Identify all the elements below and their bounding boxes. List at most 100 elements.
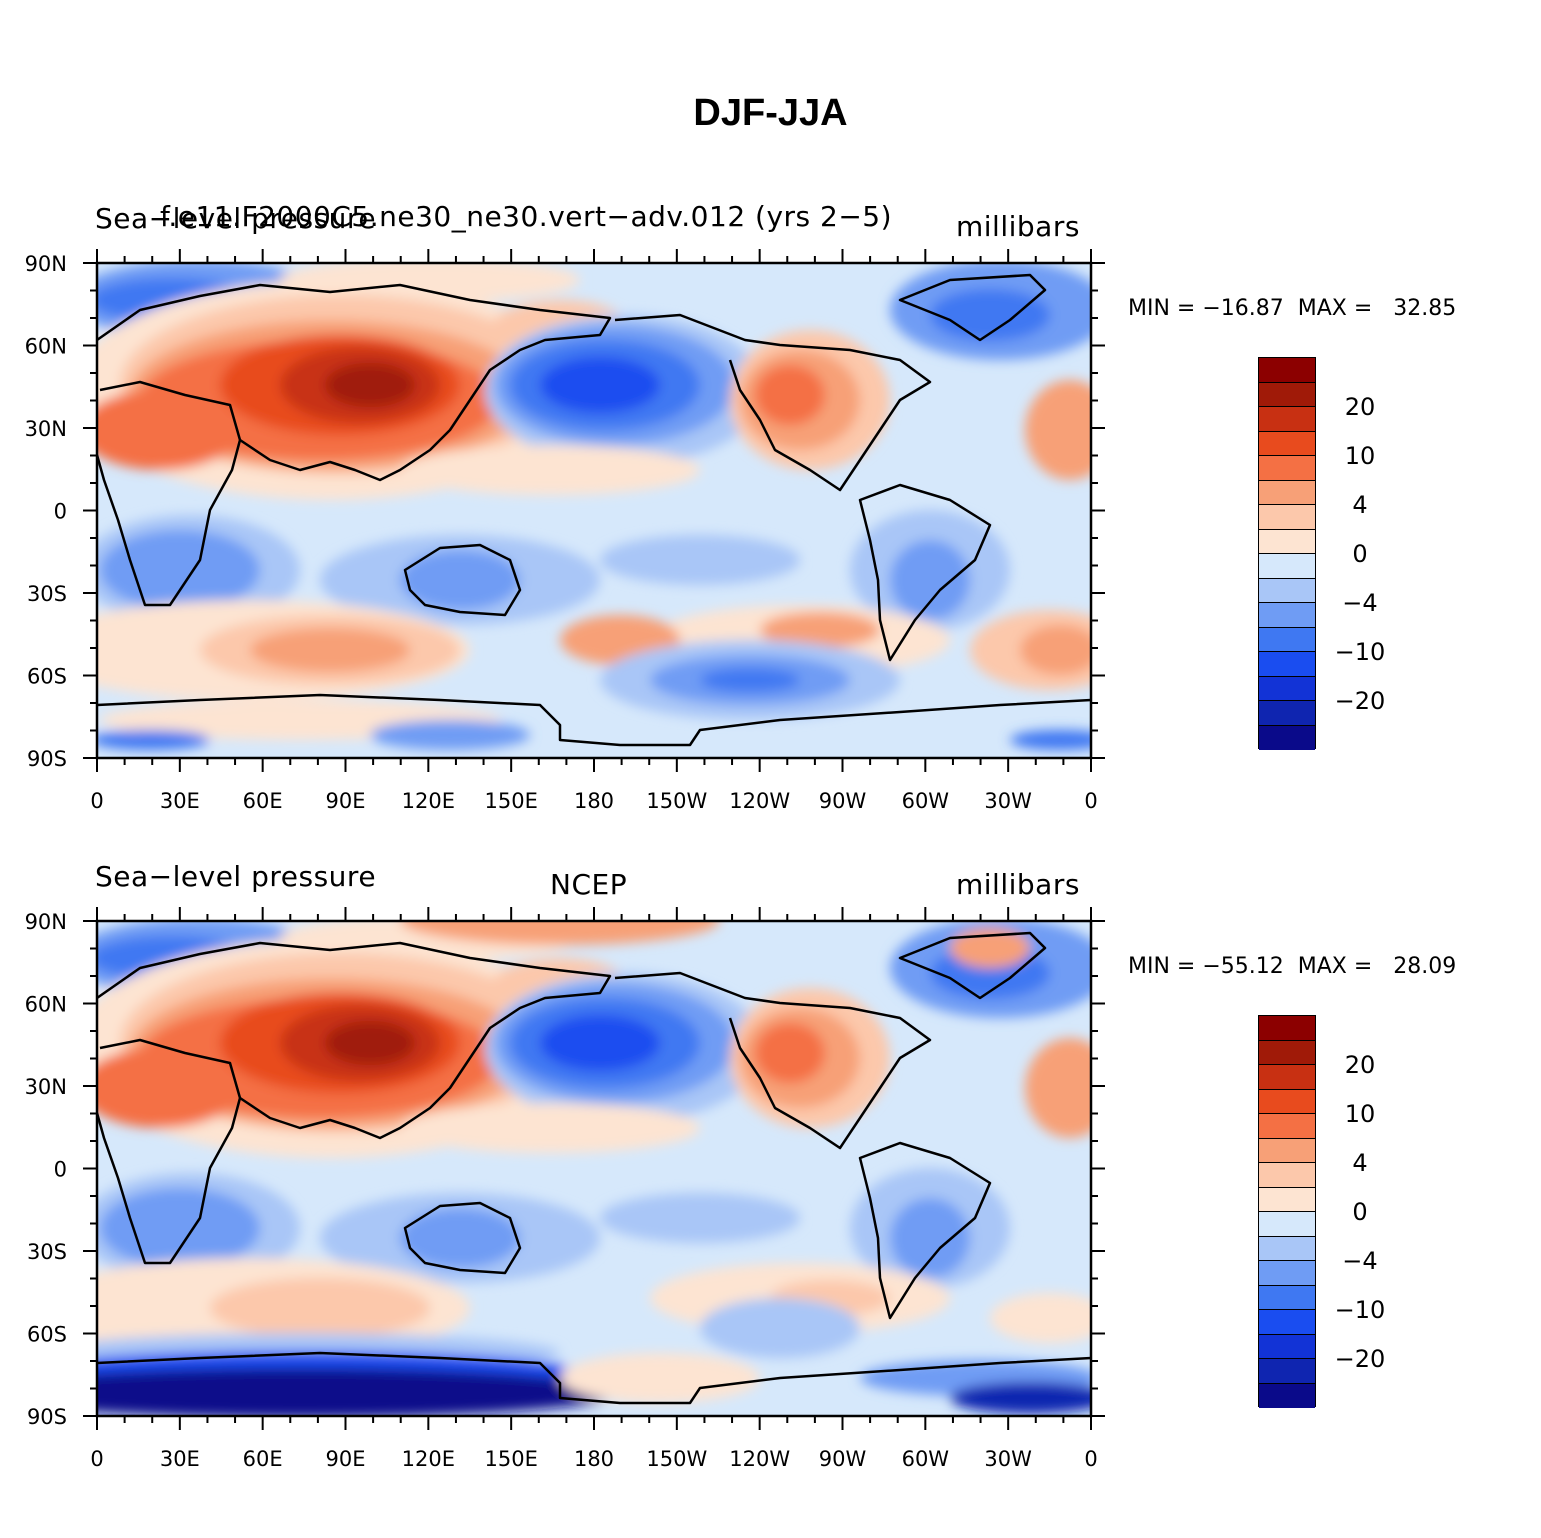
colorbar-swatch <box>1259 382 1315 407</box>
panel-model: Sea−level pressure f.e11.F2000C5.ne30_ne… <box>0 0 1541 813</box>
panel-left-label: Sea−level pressure <box>95 202 377 235</box>
lon-tick-label: 0 <box>90 789 103 813</box>
low-australia-core <box>400 1208 520 1268</box>
asian-high-core <box>325 1021 415 1065</box>
colorbar-label: −20 <box>1334 687 1386 715</box>
coastlines <box>97 931 1091 1405</box>
colorbar-swatch <box>1259 1016 1315 1041</box>
coastline-australia <box>403 543 522 617</box>
colorbar-label: 20 <box>1344 393 1376 421</box>
colorbar-swatch <box>1259 603 1315 628</box>
aleutian-low-core <box>540 357 660 413</box>
colorbar-swatch <box>1259 1261 1315 1286</box>
colorbar-label: −4 <box>1342 1247 1378 1275</box>
colorbar-swatch <box>1259 505 1315 530</box>
colorbar-swatch <box>1259 1138 1315 1163</box>
lon-tick-label: 150E <box>484 789 537 813</box>
lon-tick-label: 150W <box>646 1447 707 1471</box>
antarctic-low <box>1010 730 1091 750</box>
lon-tick-label: 0 <box>1084 1447 1097 1471</box>
coastline-antarctica <box>97 693 1091 747</box>
pressure-field <box>97 921 1091 1416</box>
aleutian-low-core <box>540 1015 660 1071</box>
colorbar-swatch <box>1259 578 1315 603</box>
southern-ocean-high <box>1020 625 1091 675</box>
colorbar-swatch <box>1259 1089 1315 1114</box>
lon-tick-label: 150W <box>646 789 707 813</box>
panel-ncep: Sea−level pressure NCEP millibars 90N 60N… <box>0 658 1541 1471</box>
pressure-field <box>97 263 1091 758</box>
antarctic-low-core <box>950 1382 1091 1414</box>
coastline-antarctica <box>97 1351 1091 1405</box>
ross-sea-high <box>560 1353 760 1403</box>
antarctic-low-core <box>97 1368 620 1416</box>
colorbar-swatch <box>1259 1163 1315 1188</box>
lon-tick-label: 60W <box>902 789 950 813</box>
lat-tick-label: 30S <box>27 1240 67 1264</box>
axis-ticks <box>83 249 1105 772</box>
colorbar-swatch <box>1259 701 1315 726</box>
lon-tick-label: 180 <box>574 1447 614 1471</box>
colorbar-label: −10 <box>1334 1296 1386 1324</box>
antarctic-low <box>97 730 210 750</box>
colorbar-swatch <box>1259 1285 1315 1310</box>
colorbar-swatch <box>1259 480 1315 505</box>
coastline-south-america <box>858 483 992 662</box>
colorbar-label: −20 <box>1334 1345 1386 1373</box>
coastline-africa <box>97 380 242 607</box>
panel-center-label: NCEP <box>550 868 628 901</box>
lon-tick-label: 30E <box>160 1447 200 1471</box>
lat-tick-label: 60N <box>25 335 67 359</box>
coastline-australia <box>403 1201 522 1275</box>
southern-ocean-high-core <box>250 628 410 672</box>
lat-tick-label: 30N <box>25 1075 67 1099</box>
lon-tick-label: 90W <box>819 1447 867 1471</box>
colorbar-swatch <box>1259 529 1315 554</box>
lon-tick-label: 60E <box>243 1447 283 1471</box>
colorbar-swatch <box>1259 456 1315 481</box>
colorbar-label: 0 <box>1352 540 1368 568</box>
colorbar-swatch <box>1259 1212 1315 1237</box>
lon-tick-label: 90E <box>326 789 366 813</box>
colorbar-label: 10 <box>1344 442 1376 470</box>
lat-tick-label: 90S <box>27 747 67 771</box>
lon-tick-label: 150E <box>484 1447 537 1471</box>
coastline-greenland <box>898 931 1047 1000</box>
antarctic-low <box>370 720 530 750</box>
lon-tick-label: 30W <box>984 1447 1032 1471</box>
lon-tick-label: 90E <box>326 1447 366 1471</box>
arctic-high <box>400 921 720 945</box>
colorbar-swatch <box>1259 358 1315 383</box>
amundsen-low <box>700 1298 860 1358</box>
slp-difference-map-model: 90N 60N 30N 0 30S 60S 90S 0 30E 60E 90E 120E 150E 180… <box>25 249 1105 813</box>
na-high-core <box>755 1023 825 1083</box>
low-australia-core <box>400 550 520 610</box>
lon-tick-label: 180 <box>574 789 614 813</box>
panel-center-label: f.e11.F2000C5.ne30_ne30.vert−adv.012 (yr… <box>160 200 893 233</box>
lon-tick-label: 120E <box>402 1447 455 1471</box>
low-south-pacific <box>600 535 800 585</box>
lon-tick-label: 30E <box>160 789 200 813</box>
colorbar-swatch <box>1259 725 1315 750</box>
coastline-greenland <box>898 273 1047 342</box>
lon-tick-label: 0 <box>1084 789 1097 813</box>
colorbar <box>1258 357 1316 750</box>
min-max-readout: MIN = −16.87 MAX = 32.85 <box>1128 296 1457 321</box>
lat-tick-label: 30S <box>27 582 67 606</box>
colorbar-swatch <box>1259 1114 1315 1139</box>
lon-tick-label: 120W <box>729 789 790 813</box>
subtropic-ridge <box>400 445 700 495</box>
coastline-north-america <box>614 971 932 1150</box>
lat-tick-label: 90S <box>27 1405 67 1429</box>
colorbar-swatch <box>1259 1187 1315 1212</box>
coastline-south-america <box>858 1141 992 1320</box>
amundsen-low-core <box>700 668 800 692</box>
high-sahara <box>97 1048 240 1128</box>
colorbar-swatch <box>1259 1359 1315 1384</box>
asian-high-core <box>325 363 415 407</box>
colorbar-label: 4 <box>1352 491 1368 519</box>
coastlines <box>97 273 1091 747</box>
lat-tick-label: 0 <box>54 500 67 524</box>
lon-tick-label: 90W <box>819 789 867 813</box>
panel-units-label: millibars <box>956 868 1080 901</box>
